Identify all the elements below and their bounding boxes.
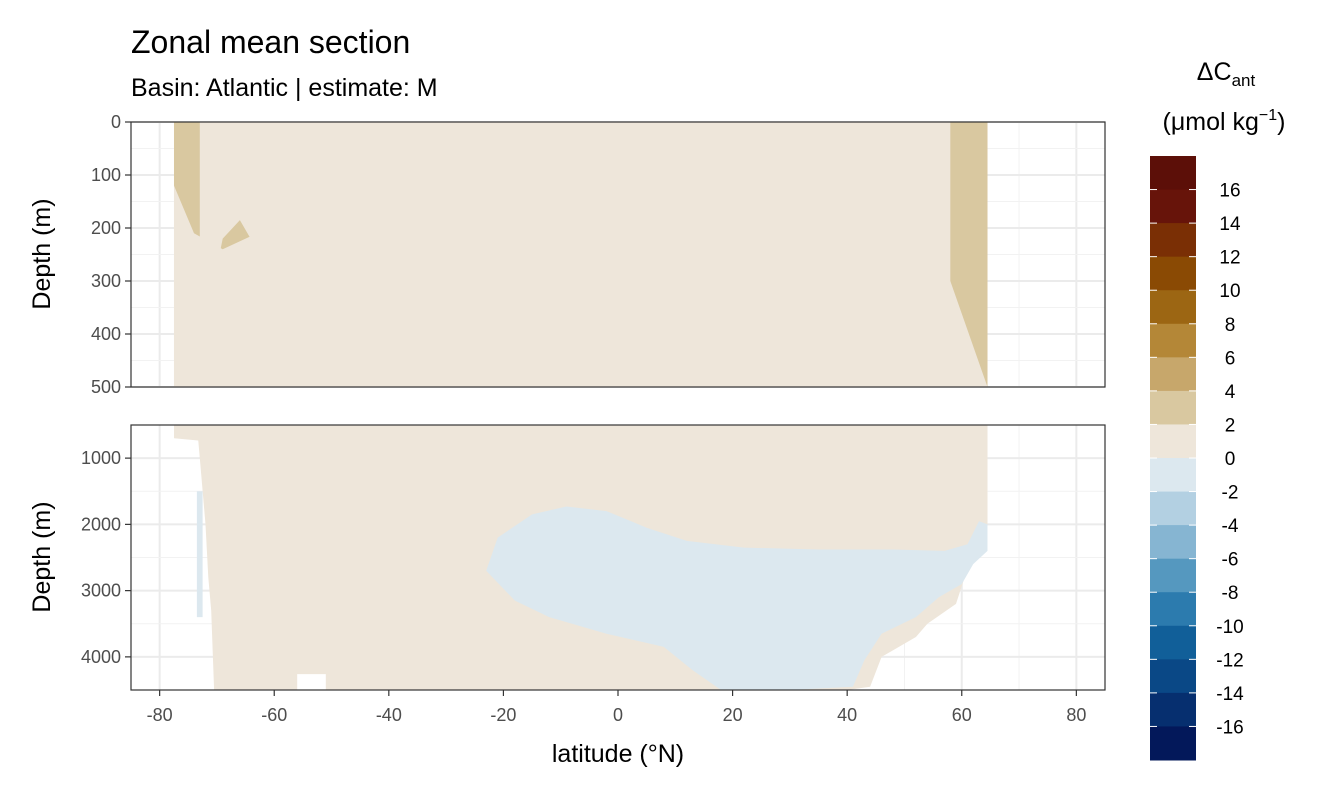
legend-color-bin — [1150, 223, 1196, 258]
legend-label: 6 — [1225, 348, 1236, 369]
legend-label: 0 — [1225, 449, 1236, 470]
lower-y-ticks: 1000 2000 3000 4000 — [81, 448, 131, 667]
upper-y-axis-label: Depth (m) — [28, 198, 56, 309]
legend-color-bin — [1150, 726, 1196, 761]
legend-label: -8 — [1222, 583, 1239, 604]
x-tick-label: 80 — [1066, 705, 1086, 725]
legend-unit-close: ) — [1277, 108, 1285, 136]
legend-color-bin — [1150, 424, 1196, 459]
x-tick-label: -80 — [147, 705, 173, 725]
legend-unit-superscript: −1 — [1259, 107, 1277, 124]
legend-label: -14 — [1216, 684, 1244, 705]
y-tick-label: 500 — [91, 377, 121, 397]
lower-y-axis-label: Depth (m) — [28, 501, 56, 612]
legend-color-bin — [1150, 558, 1196, 593]
legend-label: 4 — [1225, 382, 1236, 403]
legend-color-bin — [1150, 357, 1196, 392]
x-tick-label: 60 — [952, 705, 972, 725]
legend-unit-main: (μmol kg — [1163, 108, 1259, 136]
legend-title-main: ΔC — [1197, 58, 1232, 86]
legend-colorbar: 16 14 12 10 8 6 4 2 0 -2 -4 -6 -8 -10 -12 -14 -16 — [1150, 156, 1244, 761]
legend-label: 8 — [1225, 315, 1236, 336]
contour-fill-level-negative — [486, 506, 988, 690]
legend-title-subscript: ant — [1232, 71, 1256, 90]
y-tick-label: 0 — [111, 112, 121, 132]
legend-label: 12 — [1219, 248, 1240, 269]
upper-panel: 0 100 200 300 400 500 Depth (m) — [28, 112, 1106, 397]
x-tick-label: -60 — [261, 705, 287, 725]
x-axis-ticks: -80 -60 -40 -20 0 20 40 60 80 — [147, 690, 1086, 725]
x-tick-label: 0 — [613, 705, 623, 725]
y-tick-label: 300 — [91, 271, 121, 291]
legend-label: -12 — [1216, 650, 1243, 671]
x-tick-label: -20 — [490, 705, 516, 725]
legend-label: -2 — [1222, 483, 1239, 504]
contour-fill-level-2 — [199, 122, 951, 387]
legend-color-bin — [1150, 525, 1196, 560]
contour-fill-level-2 — [174, 425, 988, 492]
upper-panel-border — [130, 121, 1106, 388]
legend-label: 16 — [1219, 181, 1240, 202]
legend-color-bin — [1150, 491, 1196, 526]
contour-fill-edge-negative — [196, 491, 203, 618]
legend-color-bin — [1150, 156, 1196, 191]
legend-color-bin — [1150, 592, 1196, 627]
legend-color-bin — [1150, 458, 1196, 493]
legend-label: -6 — [1222, 550, 1239, 571]
legend-title: ΔCant — [1197, 58, 1256, 90]
y-tick-label: 100 — [91, 165, 121, 185]
x-tick-label: 40 — [837, 705, 857, 725]
chart-title: Zonal mean section — [131, 24, 411, 60]
legend-label: 10 — [1219, 281, 1240, 302]
x-axis-label: latitude (°N) — [552, 740, 684, 768]
lower-panel: 1000 2000 3000 4000 Depth (m) — [28, 424, 1106, 691]
legend-label: -10 — [1216, 617, 1243, 638]
legend-unit: (μmol kg−1) — [1163, 107, 1286, 136]
legend-color-bin — [1150, 625, 1196, 660]
y-tick-label: 400 — [91, 324, 121, 344]
legend: ΔCant (μmol kg−1) 16 14 12 10 8 6 4 2 0 -2 -4 -6 -8 -… — [1150, 58, 1285, 761]
y-tick-label: 200 — [91, 218, 121, 238]
legend-label: 14 — [1219, 214, 1241, 235]
y-tick-label: 2000 — [81, 514, 121, 534]
upper-y-ticks: 0 100 200 300 400 500 — [91, 112, 131, 397]
legend-label: 2 — [1225, 415, 1236, 436]
legend-color-bin — [1150, 256, 1196, 291]
legend-color-bin — [1150, 659, 1196, 694]
x-tick-label: 20 — [723, 705, 743, 725]
y-tick-label: 4000 — [81, 647, 121, 667]
x-tick-label: -40 — [376, 705, 402, 725]
legend-color-bin — [1150, 390, 1196, 425]
chart-subtitle: Basin: Atlantic | estimate: M — [131, 74, 438, 102]
legend-color-bin — [1150, 189, 1196, 224]
upper-contour-fills — [173, 122, 988, 387]
lower-contour-fills — [174, 425, 988, 690]
legend-color-bin — [1150, 290, 1196, 325]
legend-label: -4 — [1222, 516, 1239, 537]
y-tick-label: 1000 — [81, 448, 121, 468]
legend-color-bin — [1150, 692, 1196, 727]
legend-label: -16 — [1216, 717, 1243, 738]
legend-color-bin — [1150, 323, 1196, 358]
y-tick-label: 3000 — [81, 581, 121, 601]
